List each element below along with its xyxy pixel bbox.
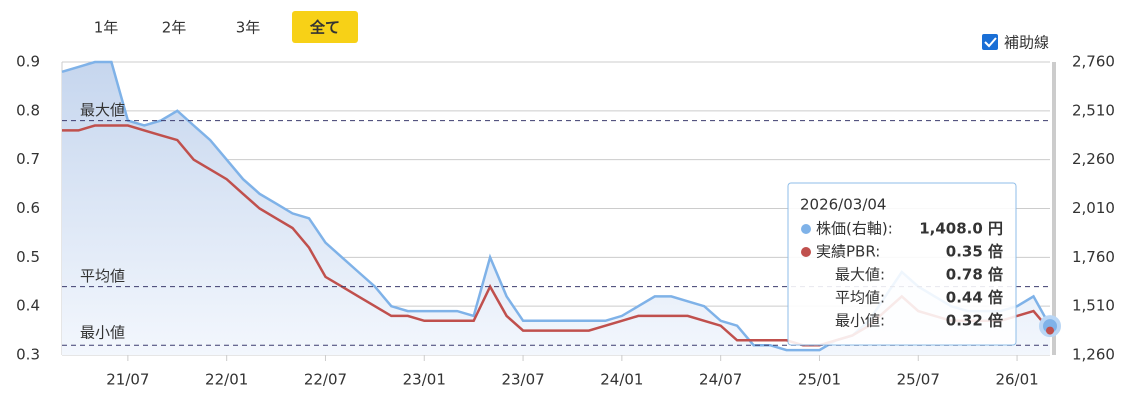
x-tick-label: 21/07 (106, 371, 149, 389)
checkbox-label[interactable]: 補助線 (1004, 34, 1049, 52)
range-button[interactable]: 3年 (236, 19, 261, 37)
y2-tick-label: 2,760 (1072, 53, 1115, 71)
y-tick-label: 0.6 (16, 199, 40, 217)
reference-label: 最小値 (80, 324, 125, 342)
x-tick-label: 26/01 (995, 371, 1038, 389)
checkmark (984, 37, 997, 48)
tooltip-value: 0.78 倍 (946, 266, 1003, 284)
y-tick-label: 0.9 (16, 53, 40, 71)
tooltip-dot (801, 224, 811, 234)
y2-tick-label: 1,510 (1072, 297, 1115, 315)
area (62, 62, 1050, 355)
tooltip-label: 平均値: (835, 289, 885, 307)
range-button[interactable]: 全て (309, 19, 340, 37)
x-tick-label: 23/07 (501, 371, 544, 389)
x-tick-label: 24/07 (699, 371, 742, 389)
y2-tick-label: 1,760 (1072, 248, 1115, 266)
x-tick-label: 25/01 (798, 371, 841, 389)
x-tick-label: 22/07 (304, 371, 347, 389)
x-tick-label: 24/01 (600, 371, 643, 389)
tooltip-label: 最小値: (835, 312, 885, 330)
range-button[interactable]: 2年 (162, 19, 187, 37)
end-point (1039, 315, 1061, 338)
tooltip-label: 株価(右軸): (816, 220, 893, 238)
reference-label: 平均値 (80, 267, 125, 285)
y2-tick-label: 2,510 (1072, 101, 1115, 119)
checkbox[interactable] (982, 34, 998, 50)
reference-label: 最大値 (80, 101, 125, 119)
tooltip-value: 0.32 倍 (946, 312, 1003, 330)
x-tick-label: 25/07 (897, 371, 940, 389)
tooltip-value: 1,408.0 円 (919, 220, 1003, 238)
y-tick-label: 0.7 (16, 150, 40, 168)
tooltip-label: 最大値: (835, 266, 885, 284)
y2-tick-label: 2,260 (1072, 150, 1115, 168)
button-bg[interactable] (292, 11, 358, 43)
x-tick-label: 23/01 (403, 371, 446, 389)
x-tick-label: 22/01 (205, 371, 248, 389)
tooltip-dot (801, 247, 811, 257)
tooltip-label: 実績PBR: (816, 243, 880, 261)
end-point (1046, 326, 1054, 335)
tooltip-value: 0.44 倍 (946, 289, 1003, 307)
y-tick-label: 0.5 (16, 248, 40, 266)
y2-tick-label: 2,010 (1072, 199, 1115, 217)
range-button[interactable]: 1年 (94, 19, 119, 37)
y-tick-label: 0.4 (16, 297, 40, 315)
y-tick-label: 0.3 (16, 346, 40, 364)
tooltip-value: 0.35 倍 (946, 243, 1003, 261)
tooltip-date: 2026/03/04 (800, 196, 886, 214)
tooltip-box (787, 182, 1017, 346)
y2-tick-label: 1,260 (1072, 346, 1115, 364)
y-tick-label: 0.8 (16, 101, 40, 119)
